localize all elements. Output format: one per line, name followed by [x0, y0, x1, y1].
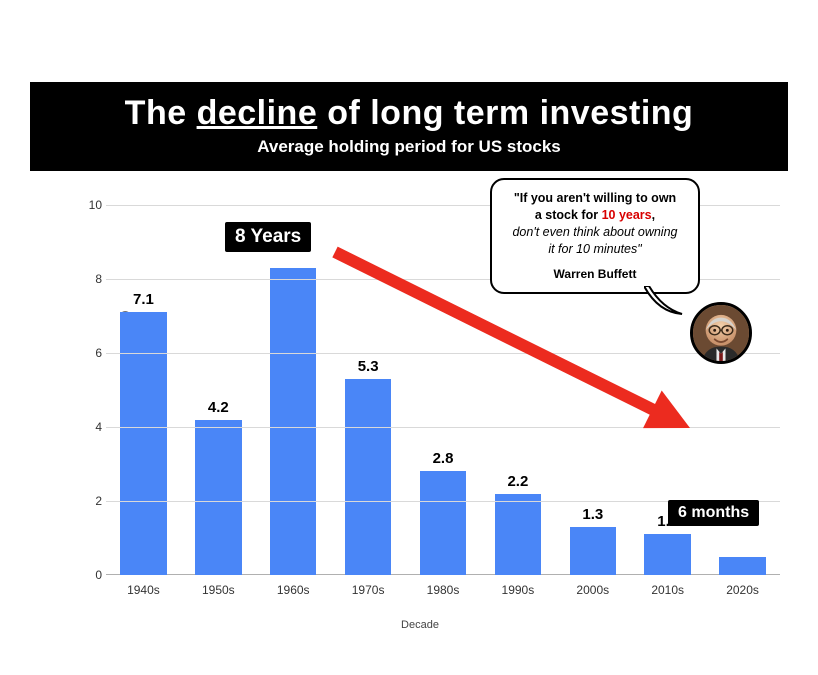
bar-value-label: 4.2 — [208, 399, 229, 416]
bar-value-label: 7.1 — [133, 291, 154, 308]
title-underlined-word: decline — [197, 94, 318, 132]
bar-slot: 7.11940s — [106, 205, 181, 575]
y-tick-label: 4 — [80, 420, 102, 434]
x-tick-label: 2020s — [726, 583, 759, 597]
bar-slot: 1960s — [256, 205, 331, 575]
bar — [345, 379, 391, 575]
y-tick-label: 0 — [80, 568, 102, 582]
quote-line-2-post: , — [652, 208, 655, 222]
bar-value-label: 1.3 — [582, 506, 603, 523]
title-pre: The — [125, 94, 197, 132]
x-tick-label: 1950s — [202, 583, 235, 597]
callout-bottom: 6 months — [668, 500, 759, 526]
quote-line-3: don't even think about owning — [504, 224, 686, 241]
page-subtitle: Average holding period for US stocks — [40, 137, 778, 157]
bar — [495, 494, 541, 575]
gridline — [106, 353, 780, 354]
y-tick-label: 2 — [80, 494, 102, 508]
quote-line-2: a stock for 10 years, — [504, 207, 686, 224]
speech-tail-icon — [644, 286, 684, 316]
bar-slot: 2.81980s — [406, 205, 481, 575]
bar — [570, 527, 616, 575]
page-title: The decline of long term investing — [40, 94, 778, 133]
bar-value-label: 2.2 — [507, 473, 528, 490]
x-axis-title: Decade — [401, 619, 439, 631]
bar — [644, 534, 690, 575]
bar — [719, 557, 765, 576]
header-band: The decline of long term investing Avera… — [30, 82, 788, 171]
y-tick-label: 6 — [80, 346, 102, 360]
x-tick-label: 1990s — [502, 583, 535, 597]
x-tick-label: 1980s — [427, 583, 460, 597]
bar-slot: 4.21950s — [181, 205, 256, 575]
quote-line-1: "If you aren't willing to own — [504, 190, 686, 207]
quote-attribution: Warren Buffett — [504, 266, 686, 282]
x-tick-label: 1960s — [277, 583, 310, 597]
quote-bubble-box: "If you aren't willing to own a stock fo… — [490, 178, 700, 294]
bar-value-label: 5.3 — [358, 358, 379, 375]
quote-line-4: it for 10 minutes" — [504, 241, 686, 258]
gridline — [106, 427, 780, 428]
title-post: of long term investing — [317, 94, 693, 132]
x-tick-label: 1970s — [352, 583, 385, 597]
quote-line-2-pre: a stock for — [535, 208, 602, 222]
y-tick-label: 8 — [80, 272, 102, 286]
bar-slot: 5.31970s — [331, 205, 406, 575]
quote-bubble: "If you aren't willing to own a stock fo… — [490, 178, 700, 294]
bar — [270, 268, 316, 575]
x-tick-label: 1940s — [127, 583, 160, 597]
callout-top: 8 Years — [225, 222, 311, 252]
bar — [120, 312, 166, 575]
person-icon — [693, 305, 749, 361]
x-tick-label: 2000s — [576, 583, 609, 597]
bar — [420, 471, 466, 575]
bar-value-label: 2.8 — [433, 450, 454, 467]
y-tick-label: 10 — [80, 198, 102, 212]
bar — [195, 420, 241, 575]
quote-highlight: 10 years — [602, 208, 652, 222]
avatar — [690, 302, 752, 364]
x-tick-label: 2010s — [651, 583, 684, 597]
